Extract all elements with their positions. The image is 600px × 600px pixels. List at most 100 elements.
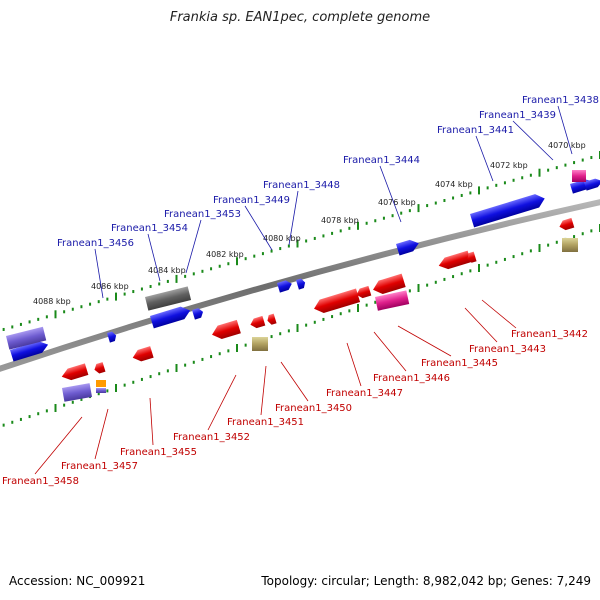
reverse-gene-arrow[interactable] xyxy=(558,217,575,232)
gene-label-top[interactable]: Franean1_3456 xyxy=(57,238,134,249)
gene-label-bottom[interactable]: Franean1_3443 xyxy=(469,344,546,355)
minor-tick xyxy=(287,244,290,248)
major-tick xyxy=(357,221,359,230)
minor-tick xyxy=(210,267,213,271)
minor-tick xyxy=(469,269,472,273)
gene-label-bottom[interactable]: Franean1_3452 xyxy=(173,432,250,443)
forward-gene-arrow[interactable] xyxy=(107,331,118,343)
gene-box[interactable] xyxy=(252,337,268,351)
minor-tick xyxy=(547,168,550,172)
minor-tick xyxy=(313,236,316,240)
minor-tick xyxy=(210,355,213,359)
gene-label-bottom[interactable]: Franean1_3445 xyxy=(421,358,498,369)
forward-gene-arrow[interactable] xyxy=(10,339,50,362)
minor-tick xyxy=(201,357,204,361)
gene-label-bottom[interactable]: Franean1_3450 xyxy=(275,403,352,414)
gene-box[interactable] xyxy=(562,238,578,252)
minor-tick xyxy=(89,302,92,306)
reverse-gene-arrow[interactable] xyxy=(249,315,266,330)
gene-label-bottom[interactable]: Franean1_3442 xyxy=(511,329,588,340)
minor-tick xyxy=(106,297,109,301)
gene-label-top[interactable]: Franean1_3439 xyxy=(479,110,556,121)
gene-label-top[interactable]: Franean1_3438 xyxy=(522,95,599,106)
minor-tick xyxy=(123,292,126,296)
reverse-gene-arrow[interactable] xyxy=(466,251,477,264)
gene-leader-line xyxy=(475,135,494,182)
gene-label-top[interactable]: Franean1_3454 xyxy=(111,223,188,234)
reverse-gene-arrow[interactable] xyxy=(131,346,154,363)
minor-tick xyxy=(132,290,135,294)
minor-tick xyxy=(495,183,498,187)
minor-tick xyxy=(573,161,576,165)
gene-label-top[interactable]: Franean1_3448 xyxy=(263,180,340,191)
minor-tick xyxy=(140,287,143,291)
reverse-gene-arrow[interactable] xyxy=(355,285,372,300)
minor-tick xyxy=(581,232,584,236)
forward-gene-arrow[interactable] xyxy=(470,192,547,228)
major-tick xyxy=(236,257,238,266)
minor-tick xyxy=(166,369,169,373)
tick-label: 4080 kbp xyxy=(263,234,301,243)
minor-tick xyxy=(529,173,532,177)
reverse-gene-arrow[interactable] xyxy=(93,362,106,374)
reverse-gene-arrow[interactable] xyxy=(60,363,89,382)
forward-gene-arrow[interactable] xyxy=(150,304,192,329)
gene-label-top[interactable]: Franean1_3441 xyxy=(437,125,514,136)
gene-label-top[interactable]: Franean1_3453 xyxy=(164,209,241,220)
minor-tick xyxy=(581,158,584,162)
gene-leader-line xyxy=(280,361,309,402)
gene-leader-line xyxy=(512,120,554,161)
gene-label-top[interactable]: Franean1_3449 xyxy=(213,195,290,206)
reverse-gene-arrow[interactable] xyxy=(266,313,277,326)
minor-tick xyxy=(201,269,204,273)
gene-box[interactable] xyxy=(572,170,586,182)
gene-label-bottom[interactable]: Franean1_3447 xyxy=(326,388,403,399)
minor-tick xyxy=(503,181,506,185)
gene-label-bottom[interactable]: Franean1_3458 xyxy=(2,476,79,487)
minor-tick xyxy=(391,214,394,218)
reverse-gene-arrow[interactable] xyxy=(210,319,241,342)
tick-label: 4078 kbp xyxy=(321,216,359,225)
lower-tick-track xyxy=(2,224,600,427)
minor-tick xyxy=(132,380,135,384)
gene-label-bottom[interactable]: Franean1_3446 xyxy=(373,373,450,384)
minor-tick xyxy=(305,323,308,327)
major-tick xyxy=(115,292,117,301)
gene-box[interactable] xyxy=(5,326,47,350)
reverse-gene-arrow[interactable] xyxy=(371,273,406,297)
minor-tick xyxy=(227,349,230,353)
minor-tick xyxy=(374,300,377,304)
minor-tick xyxy=(19,322,22,326)
forward-gene-arrow[interactable] xyxy=(277,279,293,293)
gene-label-bottom[interactable]: Franean1_3457 xyxy=(61,461,138,472)
minor-tick xyxy=(11,325,14,329)
forward-gene-arrow[interactable] xyxy=(584,177,600,191)
minor-tick xyxy=(529,249,532,253)
forward-gene-arrow[interactable] xyxy=(396,238,421,256)
minor-tick xyxy=(45,409,48,413)
gene-box[interactable] xyxy=(144,286,192,311)
minor-tick xyxy=(218,352,221,356)
gene-box[interactable] xyxy=(96,380,106,387)
forward-gene-arrow[interactable] xyxy=(296,278,307,290)
gene-box[interactable] xyxy=(96,388,106,393)
reverse-gene-arrow[interactable] xyxy=(437,250,472,272)
minor-tick xyxy=(279,332,282,336)
gene-leader-line xyxy=(147,233,161,282)
minor-tick xyxy=(469,191,472,195)
reverse-gene-arrow[interactable] xyxy=(312,288,361,316)
minor-tick xyxy=(503,257,506,261)
gene-label-top[interactable]: Franean1_3444 xyxy=(343,155,420,166)
minor-tick xyxy=(71,400,74,404)
minor-tick xyxy=(63,403,66,407)
gene-box[interactable] xyxy=(62,383,93,402)
tick-label: 4082 kbp xyxy=(206,250,244,259)
minor-tick xyxy=(434,201,437,205)
minor-tick xyxy=(11,420,14,424)
gene-label-bottom[interactable]: Franean1_3451 xyxy=(227,417,304,428)
gene-label-bottom[interactable]: Franean1_3455 xyxy=(120,447,197,458)
forward-gene-arrow[interactable] xyxy=(192,307,204,320)
gene-leader-line xyxy=(379,165,402,223)
gene-box[interactable] xyxy=(375,290,410,311)
